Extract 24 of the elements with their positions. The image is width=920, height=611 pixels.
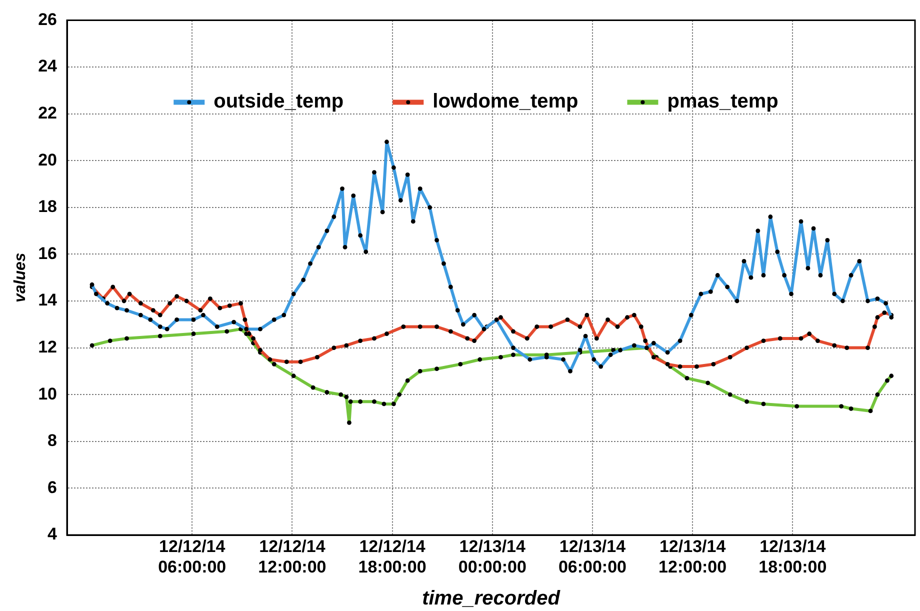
- y-tick-label: 18: [38, 197, 57, 216]
- x-tick-label: 12/13/14 06:00:00: [558, 536, 627, 576]
- y-tick-label: 4: [48, 524, 58, 544]
- y-axis-title: values: [12, 252, 30, 303]
- x-tick-label: 12/12/14 18:00:00: [358, 536, 426, 576]
- y-tick-label: 26: [38, 10, 57, 29]
- y-tick-label: 24: [38, 56, 58, 76]
- legend-label: outside_temp: [214, 90, 344, 113]
- x-tick-label: 12/13/14 18:00:00: [758, 536, 827, 576]
- x-tick-label: 12/13/14 12:00:00: [658, 536, 727, 576]
- y-tick-label: 8: [48, 431, 57, 450]
- y-tick-label: 20: [38, 150, 57, 170]
- legend-label: lowdome_temp: [432, 90, 578, 113]
- y-tick-label: 12: [38, 337, 57, 356]
- y-tick-label: 14: [38, 290, 58, 310]
- y-tick-label: 10: [38, 384, 57, 404]
- x-tick-label: 12/12/14 06:00:00: [158, 536, 226, 576]
- x-tick-label: 12/13/14 00:00:00: [458, 536, 526, 576]
- y-tick-label: 22: [38, 103, 57, 122]
- x-tick-label: 12/12/14 12:00:00: [258, 536, 326, 576]
- legend-label: pmas_temp: [667, 90, 778, 113]
- x-axis-title: time_recorded: [422, 588, 561, 610]
- y-tick-label: 6: [48, 478, 57, 497]
- y-tick-label: 16: [38, 244, 57, 263]
